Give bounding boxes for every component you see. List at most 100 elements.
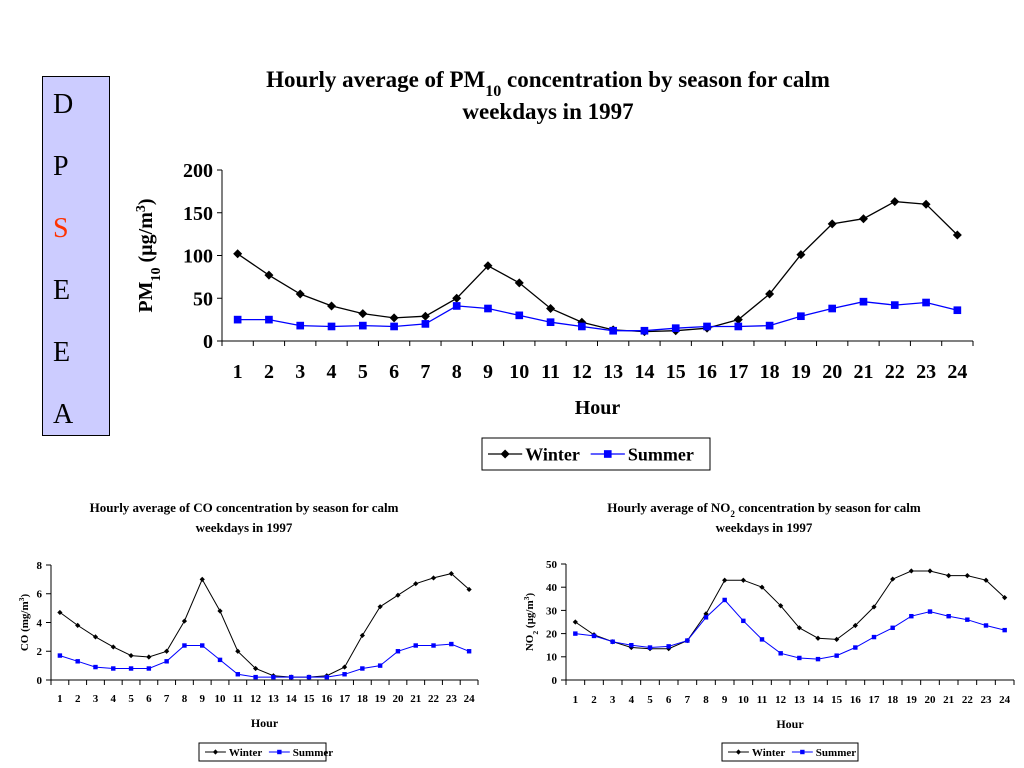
- data-point-winter: [164, 648, 170, 654]
- data-point-winter: [1002, 595, 1008, 601]
- x-tick-label: 2: [591, 694, 597, 706]
- y-tick-label: 30: [546, 605, 558, 617]
- data-point-summer: [75, 659, 80, 664]
- x-tick-label: 21: [853, 361, 873, 383]
- x-tick-label: 1: [233, 361, 243, 383]
- x-tick-label: 5: [647, 694, 653, 706]
- chart-title-line2: weekdays in 1997: [716, 520, 813, 535]
- data-point-summer: [265, 315, 273, 324]
- data-point-winter: [358, 309, 368, 319]
- data-point-summer: [306, 674, 312, 680]
- chart-title-line2: weekdays in 1997: [462, 99, 633, 124]
- x-tick-label: 17: [728, 361, 748, 383]
- side-letter: A: [53, 399, 74, 430]
- data-point-winter: [983, 577, 989, 583]
- data-point-winter: [514, 278, 524, 288]
- x-tick-label: 22: [885, 361, 905, 383]
- data-point-summer: [235, 672, 241, 677]
- data-point-summer: [609, 326, 617, 335]
- y-tick-label: 200: [183, 160, 213, 182]
- data-point-winter: [546, 304, 556, 314]
- x-tick-label: 10: [215, 693, 227, 705]
- side-letter: D: [53, 89, 74, 120]
- data-point-winter: [827, 219, 837, 229]
- data-point-summer: [591, 633, 597, 639]
- data-point-winter: [430, 575, 437, 581]
- data-point-summer: [421, 320, 430, 328]
- x-tick-label: 17: [869, 694, 881, 706]
- x-tick-label: 4: [629, 694, 635, 706]
- data-point-winter: [815, 635, 821, 641]
- x-tick-label: 2: [264, 361, 274, 383]
- series-line-winter: [59, 573, 470, 678]
- x-tick-label: 13: [794, 694, 806, 706]
- data-point-summer: [324, 674, 329, 680]
- data-point-summer: [741, 618, 746, 624]
- data-point-summer: [983, 623, 989, 628]
- legend-marker-summer: [603, 450, 612, 458]
- x-tick-label: 7: [164, 693, 170, 705]
- x-tick-label: 14: [813, 694, 825, 706]
- legend: Winter Summer: [721, 742, 859, 762]
- x-tick-label: 23: [446, 693, 458, 705]
- data-point-summer: [871, 634, 877, 640]
- x-tick-label: 11: [757, 694, 767, 706]
- data-point-winter: [871, 604, 877, 610]
- data-point-winter: [295, 289, 305, 299]
- x-tick-label: 15: [831, 694, 843, 706]
- x-tick-label: 7: [420, 361, 430, 383]
- data-point-winter: [146, 654, 152, 660]
- data-point-winter: [413, 581, 419, 587]
- data-point-summer: [946, 613, 951, 619]
- y-axis-label: NO2 (µg/m3): [522, 593, 540, 652]
- data-point-winter: [890, 197, 900, 207]
- data-point-winter: [359, 632, 365, 639]
- chart-title: Hourly average of NO2 concentration by s…: [607, 500, 921, 519]
- side-panel: D P S E E A: [42, 76, 110, 436]
- data-point-winter: [946, 573, 952, 579]
- x-tick-label: 1: [573, 694, 579, 706]
- x-tick-label: 20: [392, 693, 404, 705]
- x-tick-label: 15: [303, 693, 315, 705]
- chart-title: Hourly average of CO concentration by se…: [90, 500, 399, 515]
- x-tick-label: 8: [452, 361, 462, 383]
- y-tick-label: 0: [552, 675, 558, 687]
- x-tick-label: 13: [603, 361, 623, 383]
- x-tick-label: 8: [182, 693, 188, 705]
- data-point-winter: [199, 576, 205, 582]
- x-tick-label: 12: [775, 694, 787, 706]
- x-tick-label: 13: [268, 693, 280, 705]
- x-tick-label: 16: [697, 361, 717, 383]
- x-tick-label: 3: [610, 694, 616, 706]
- data-point-summer: [342, 672, 347, 677]
- y-tick-label: 4: [37, 617, 43, 629]
- x-tick-label: 18: [357, 693, 369, 705]
- x-tick-label: 6: [666, 694, 672, 706]
- x-tick-label: 17: [339, 693, 351, 705]
- data-point-summer: [815, 656, 821, 662]
- data-point-winter: [628, 644, 634, 651]
- data-point-summer: [233, 315, 242, 324]
- data-point-summer: [395, 649, 401, 654]
- legend-label-winter: Winter: [525, 444, 580, 464]
- legend-marker-summer: [800, 749, 805, 755]
- data-point-summer: [93, 664, 98, 670]
- data-point-winter: [389, 313, 399, 323]
- data-point-summer: [182, 643, 187, 648]
- data-point-winter: [733, 315, 743, 325]
- data-point-summer: [217, 657, 223, 663]
- data-point-summer: [797, 312, 805, 321]
- y-tick-label: 50: [193, 288, 213, 310]
- x-tick-label: 19: [906, 694, 918, 706]
- x-tick-label: 1: [57, 693, 63, 705]
- x-tick-label: 5: [128, 693, 134, 705]
- x-tick-label: 15: [666, 361, 686, 383]
- x-tick-label: 6: [146, 693, 152, 705]
- x-axis-label: Hour: [251, 716, 279, 730]
- legend: Winter Summer: [481, 437, 711, 471]
- data-point-summer: [271, 674, 276, 680]
- series-line-summer: [59, 643, 470, 678]
- y-tick-label: 100: [183, 246, 213, 268]
- series-line-summer: [575, 599, 1005, 660]
- data-point-winter: [233, 249, 243, 259]
